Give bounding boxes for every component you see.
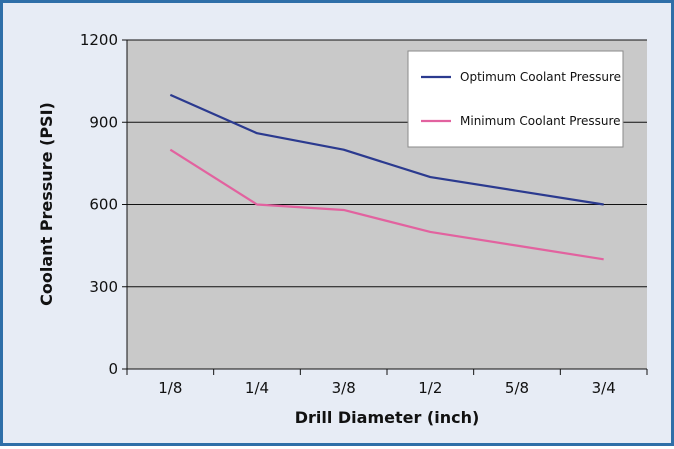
y-axis-title: Coolant Pressure (PSI): [37, 102, 56, 306]
legend-label-2: Minimum Coolant Pressure: [460, 114, 621, 128]
series-line-1: [169, 93, 604, 206]
x-tick-label: 1/8: [158, 379, 182, 397]
x-tick-label: 1/4: [245, 379, 269, 397]
series-line-2: [169, 148, 604, 261]
x-tick-label: 5/8: [505, 379, 529, 397]
x-axis-title: Drill Diameter (inch): [295, 408, 480, 427]
x-tick-label: 3/8: [332, 379, 356, 397]
y-tick-label: 300: [89, 278, 118, 296]
x-tick-label: 3/4: [592, 379, 616, 397]
legend-label-1: Optimum Coolant Pressure: [460, 70, 621, 84]
y-tick-label: 600: [89, 196, 118, 214]
legend-box: [407, 50, 624, 148]
y-tick-label: 0: [108, 360, 118, 378]
y-tick-label: 900: [89, 113, 118, 131]
legend: Optimum Coolant Pressure Minimum Coolant …: [407, 50, 624, 148]
x-tick-label: 1/2: [418, 379, 442, 397]
line-chart: 0 300 600 900 1200 1/8 1/4 3/8 1/2 5/8 3/4 Drill …: [37, 31, 648, 427]
y-tick-label: 1200: [80, 31, 118, 49]
